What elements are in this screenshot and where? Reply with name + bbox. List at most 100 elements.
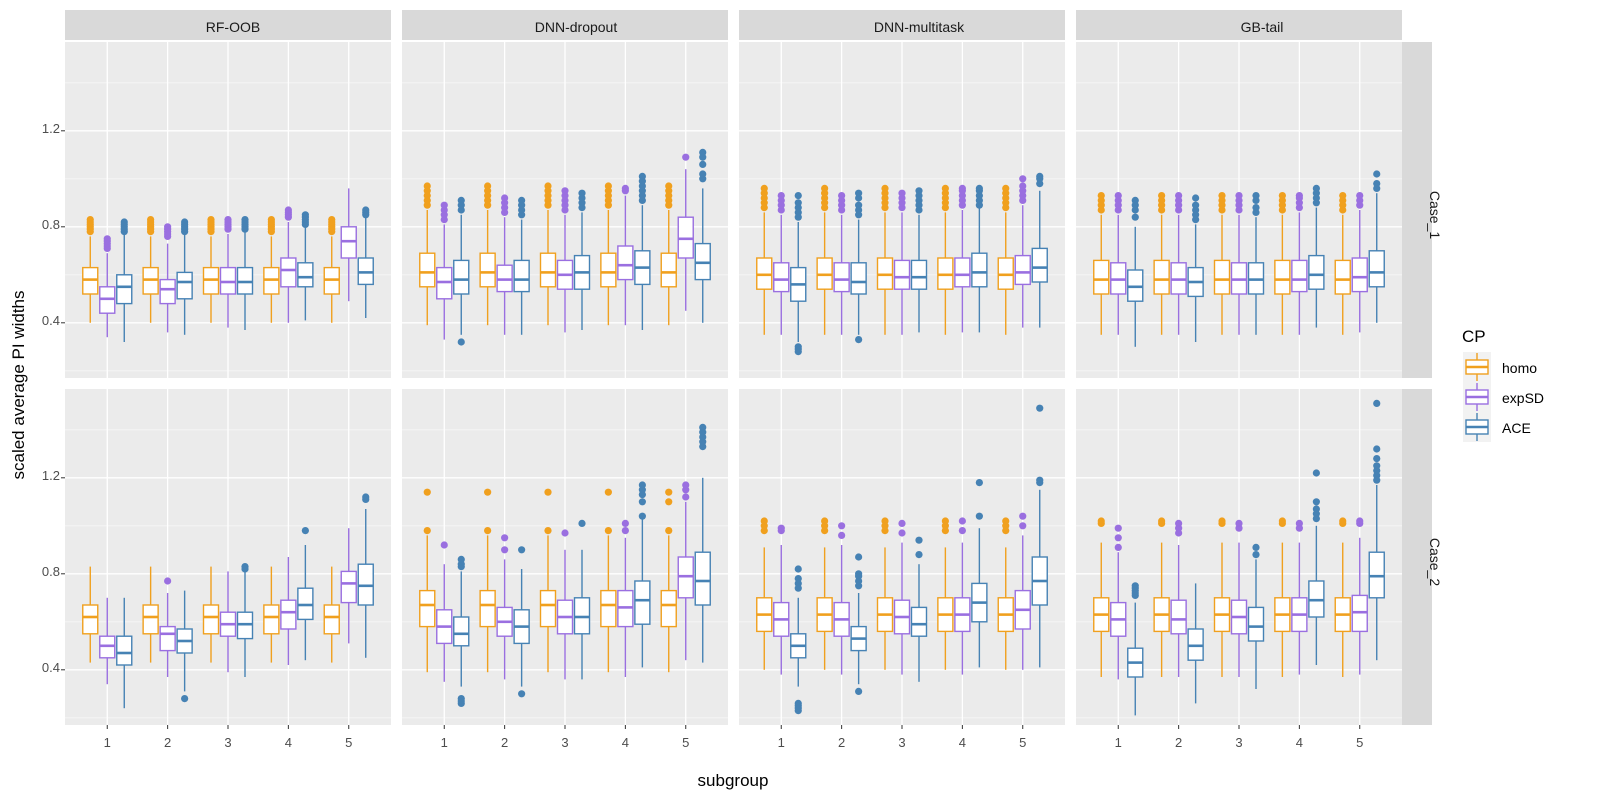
box-expsd-subgroup-4 [1291, 192, 1308, 335]
box-ace-subgroup-5 [1031, 172, 1048, 328]
outlier-point [1036, 404, 1044, 412]
outlier-point [301, 527, 309, 535]
outlier-point [855, 553, 863, 561]
box-ace-subgroup-3 [1247, 192, 1265, 335]
outlier-point [1373, 455, 1381, 463]
x-tick-label: 4 [622, 735, 629, 750]
outlier-point [164, 223, 172, 231]
outlier-point [898, 529, 906, 537]
outlier-point [120, 218, 128, 226]
outlier-point [760, 184, 768, 192]
outlier-point [855, 336, 863, 344]
box-homo-subgroup-1 [82, 216, 99, 323]
box-homo-subgroup-5 [323, 566, 340, 663]
legend-label-expsd: expSD [1502, 390, 1544, 406]
outlier-point [440, 201, 448, 209]
box-iqr [893, 259, 911, 290]
outlier-point [1158, 192, 1166, 200]
outlier-point [1019, 512, 1027, 520]
outlier-point [1158, 517, 1166, 525]
box-iqr [142, 604, 159, 635]
outlier-point [915, 551, 923, 559]
outlier-point [777, 524, 785, 532]
box-iqr [1274, 259, 1291, 295]
box-ace-subgroup-5 [694, 148, 711, 323]
box-homo-subgroup-2 [479, 488, 496, 673]
outlier-point [855, 570, 863, 578]
x-tick-label: 3 [224, 735, 231, 750]
outlier-point [1295, 192, 1303, 200]
box-ace-subgroup-2 [850, 189, 867, 344]
strip-label-case-1: Case_1 [1427, 191, 1443, 239]
box-ace-subgroup-2 [1187, 194, 1204, 342]
column-strip-bg [739, 10, 1065, 40]
outlier-point [1036, 476, 1044, 484]
outlier-point [578, 189, 586, 197]
outlier-point [975, 512, 983, 520]
outlier-point [103, 235, 111, 243]
outlier-point [362, 206, 370, 214]
outlier-point [898, 519, 906, 528]
box-homo-subgroup-2 [1153, 517, 1170, 677]
box-ace-subgroup-5 [357, 206, 374, 318]
legend-keys [1463, 352, 1491, 442]
box-ace-subgroup-5 [357, 493, 374, 658]
box-homo-subgroup-2 [816, 184, 833, 335]
outlier-point [1131, 213, 1139, 221]
outlier-point [1002, 184, 1010, 192]
box-homo-subgroup-3 [1213, 517, 1231, 677]
outlier-point [501, 546, 509, 554]
x-tick-label: 5 [682, 735, 689, 750]
box-ace-subgroup-5 [1031, 404, 1048, 668]
box-ace-subgroup-2 [513, 196, 530, 335]
box-expsd-subgroup-2 [833, 522, 850, 675]
outlier-point [1097, 192, 1105, 200]
box-ace-subgroup-1 [1127, 196, 1144, 347]
box-iqr [453, 259, 470, 295]
box-iqr [453, 616, 470, 647]
outlier-point [699, 160, 707, 168]
outlier-point [638, 172, 646, 180]
box-iqr [1368, 250, 1385, 288]
box-iqr [1247, 606, 1265, 642]
y-axis-title: scaled average PI widths [9, 291, 28, 480]
box-ace-subgroup-2 [176, 590, 193, 703]
box-iqr [513, 259, 530, 293]
outlier-point [328, 216, 336, 224]
facet-panel [402, 389, 728, 725]
box-iqr [479, 252, 496, 288]
box-homo-subgroup-3 [202, 566, 220, 663]
outlier-point [621, 519, 629, 528]
box-expsd-subgroup-3 [556, 187, 574, 333]
outlier-point [665, 527, 673, 535]
outlier-point [1356, 517, 1364, 525]
box-homo-subgroup-5 [660, 488, 677, 673]
box-expsd-subgroup-4 [954, 184, 971, 333]
box-expsd-subgroup-5 [1014, 175, 1031, 328]
x-tick-label: 5 [1019, 735, 1026, 750]
outlier-point [423, 488, 431, 496]
outlier-point [164, 577, 172, 585]
legend-key-expsd [1463, 382, 1491, 412]
column-strip-bg [402, 10, 728, 40]
outlier-point [760, 517, 768, 525]
panels-layer [61, 10, 1432, 725]
outlier-point [501, 534, 509, 542]
outlier-point [838, 522, 846, 530]
box-homo-subgroup-1 [1093, 517, 1110, 677]
outlier-point [958, 527, 966, 535]
facet-panel [1076, 42, 1402, 378]
box-iqr [82, 604, 99, 635]
box-iqr [1031, 247, 1048, 283]
box-iqr [634, 580, 651, 625]
box-homo-subgroup-1 [82, 566, 99, 663]
box-expsd-subgroup-5 [1014, 512, 1031, 670]
box-ace-subgroup-5 [1368, 399, 1385, 661]
box-iqr [1291, 259, 1308, 293]
outlier-point [1252, 192, 1260, 200]
x-tick-label: 1 [104, 735, 111, 750]
box-ace-subgroup-3 [236, 563, 254, 677]
box-iqr [910, 259, 928, 290]
box-homo-subgroup-4 [937, 184, 954, 335]
outlier-point [1339, 192, 1347, 200]
